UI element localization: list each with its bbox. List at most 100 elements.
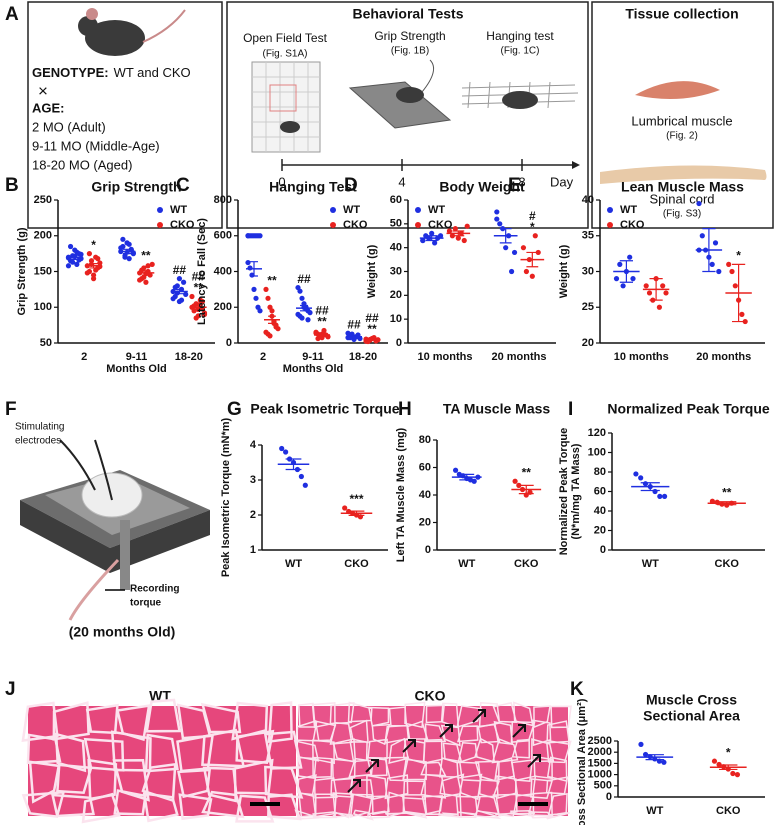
data-point: [269, 308, 275, 314]
data-point: [520, 245, 527, 251]
data-point: [95, 256, 101, 262]
cell-boundary: [512, 793, 535, 817]
error-bar: [175, 288, 184, 295]
significance-mark: *: [726, 745, 731, 759]
legend-swatch: [415, 222, 421, 228]
panel-label: G: [227, 399, 242, 420]
cell-boundary: [531, 738, 555, 763]
data-point: [613, 276, 620, 282]
data-point: [74, 249, 80, 255]
tissue-ref: (Fig. 2): [666, 131, 698, 142]
cell-boundary: [331, 758, 356, 781]
cell-boundary: [263, 730, 303, 770]
x-tick-label: 2: [81, 351, 87, 363]
y-tick-label: 0: [226, 337, 232, 349]
cell-boundary: [352, 809, 374, 821]
arrow: [402, 739, 416, 753]
x-tick-label: WT: [646, 805, 663, 817]
mouse-icon: [78, 8, 186, 56]
data-point: [529, 273, 535, 279]
data-point: [257, 308, 263, 314]
error-bar: [732, 263, 746, 323]
panel-label: E: [508, 175, 521, 196]
significance-mark: *: [736, 249, 741, 263]
y-tick-label: 80: [594, 466, 606, 478]
data-point: [297, 288, 303, 294]
data-point: [523, 268, 530, 275]
significance-mark: ##: [192, 270, 206, 284]
data-point: [118, 245, 124, 251]
error-bar: [719, 764, 738, 771]
data-point: [88, 258, 95, 264]
y-tick-label: 20: [594, 524, 606, 536]
y-tick-label: 20: [419, 516, 431, 528]
data-point: [437, 233, 444, 239]
data-point: [126, 241, 132, 247]
cell-boundary: [403, 811, 428, 819]
cell-boundary: [142, 792, 179, 823]
panel-label: C: [176, 175, 190, 196]
test-name: Hanging test: [486, 29, 554, 43]
y-tick-label: 0: [606, 791, 612, 803]
data-point: [122, 254, 128, 260]
x-tick-label: 10 months: [417, 351, 472, 363]
error-bar: [318, 333, 326, 337]
data-point: [511, 249, 518, 256]
data-point: [461, 237, 467, 244]
timeline-label: 4: [398, 174, 405, 189]
cell-boundary: [26, 733, 62, 765]
y-tick-label: 120: [588, 427, 606, 439]
test-ref: (Fig. 1B): [391, 46, 429, 57]
scale-bar: [250, 802, 280, 806]
data-point: [247, 265, 253, 271]
data-point: [170, 296, 176, 302]
grip-icon: [348, 59, 452, 129]
cell-boundary: [371, 795, 390, 816]
data-point: [661, 759, 667, 765]
significance-mark: *: [530, 220, 535, 234]
significance-mark: *: [91, 238, 96, 252]
significance-mark: #: [529, 209, 536, 223]
data-point: [93, 267, 99, 273]
tissue-box: [591, 1, 774, 229]
chart-title: Lean Muscle Mass: [621, 179, 744, 195]
y-tick-label: 35: [582, 230, 594, 242]
data-point: [302, 482, 308, 488]
data-point: [638, 475, 644, 481]
data-point: [663, 290, 669, 296]
data-point: [74, 261, 80, 267]
cell-boundary: [406, 720, 429, 740]
chart-title: Grip Strength: [91, 179, 181, 195]
y-tick-label: 20: [390, 289, 402, 301]
torque-label: Recording: [130, 584, 179, 595]
cell-boundary: [510, 810, 536, 815]
y-axis-label: Left TA Muscle Mass (mg): [395, 427, 407, 562]
y-tick-label: 1: [250, 544, 256, 556]
panel-label: J: [5, 679, 16, 700]
x-tick-label: 18-20: [349, 351, 377, 363]
cell-boundary: [420, 773, 447, 799]
significance-mark: **: [141, 249, 151, 263]
chart-title: Body Weight: [439, 179, 525, 195]
data-point: [712, 240, 719, 246]
data-point: [661, 493, 668, 499]
cell-boundary: [441, 812, 460, 816]
behavior-title: Behavioral Tests: [352, 6, 463, 22]
setup-illustration: [20, 439, 210, 621]
error-bar: [194, 305, 203, 310]
cell-boundary: [330, 812, 354, 819]
y-tick-label: 20: [582, 337, 594, 349]
scale-bar: [518, 802, 548, 806]
significance-mark: **: [317, 315, 327, 329]
y-tick-label: 50: [40, 337, 52, 349]
timeline-unit: Day: [550, 174, 574, 189]
error-bar: [459, 473, 475, 481]
y-tick-label: 40: [594, 505, 606, 517]
legend-label: CKO: [620, 219, 645, 231]
data-point: [716, 268, 722, 275]
data-point: [742, 318, 748, 325]
data-point: [711, 758, 718, 764]
x-tick-label: CKO: [715, 558, 740, 570]
data-point: [139, 267, 145, 273]
cell-boundary: [550, 705, 572, 729]
